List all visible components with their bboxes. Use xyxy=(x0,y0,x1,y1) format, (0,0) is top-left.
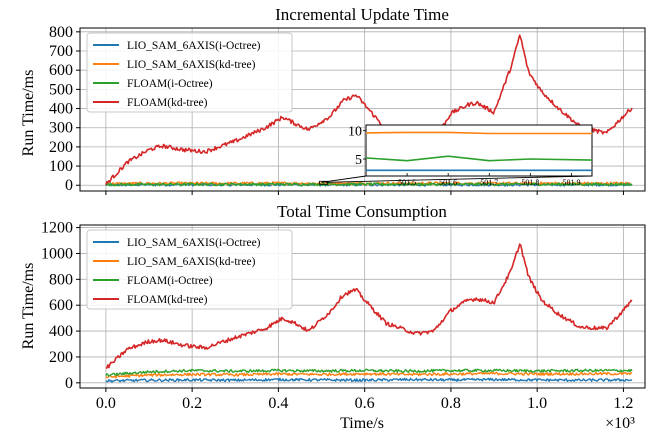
top-series-floam-kd-tree xyxy=(105,34,633,185)
inset-series-floam-i-octree xyxy=(365,155,593,162)
bottom-legend-label: LIO_SAM_6AXIS(i-Octree) xyxy=(127,237,261,249)
bottom-x-tick-label: 1.0 xyxy=(527,395,547,412)
bottom-y-tick-label: 1000 xyxy=(41,245,73,262)
bottom-legend-box xyxy=(86,229,293,310)
top-y-tick-label: 700 xyxy=(49,43,73,60)
bottom-x-tick-label: 0.8 xyxy=(441,395,461,412)
top-series-group xyxy=(105,34,633,187)
zoom-region-marker xyxy=(319,180,328,185)
top-legend-label: LIO_SAM_6AXIS(kd-tree) xyxy=(127,59,256,71)
bottom-series-floam-i-octree xyxy=(105,368,633,377)
top-panel: Incremental Update Time Run Time/ms 0 100… xyxy=(20,5,646,195)
inset-x-tick-label: 501.5 xyxy=(398,178,416,187)
top-legend-label: FLOAM(kd-tree) xyxy=(127,97,208,109)
top-y-tick-label: 400 xyxy=(49,101,73,118)
bottom-x-tick-label: 1.2 xyxy=(613,395,633,412)
bottom-panel: Total Time Consumption Run Time/ms Time/… xyxy=(20,202,646,432)
inset-y-tick-label: 5 xyxy=(355,153,362,168)
x-axis-label: Time/s xyxy=(340,415,384,432)
bottom-y-tick-label: 1200 xyxy=(41,220,73,237)
top-plot-frame xyxy=(79,27,646,192)
top-legend-box xyxy=(86,32,293,113)
inset-series-lio-sam-6axis-kd-tree xyxy=(365,131,592,135)
bottom-chart-title: Total Time Consumption xyxy=(277,202,447,221)
bottom-legend: LIO_SAM_6AXIS(i-Octree) LIO_SAM_6AXIS(kd-… xyxy=(86,229,293,310)
top-y-tick-label: 0 xyxy=(65,177,73,194)
top-y-tick-label: 100 xyxy=(49,158,73,175)
bottom-y-tick-label: 0 xyxy=(65,375,73,392)
top-ticks: 0 100 200 300 400 500 600 700 800 xyxy=(49,24,624,195)
bottom-x-tick-label: 0.6 xyxy=(355,395,375,412)
inset-y-tick-label: 10 xyxy=(348,125,362,140)
bottom-y-tick-label: 800 xyxy=(49,271,73,288)
top-legend-label: LIO_SAM_6AXIS(i-Octree) xyxy=(127,40,261,52)
bottom-plot-frame xyxy=(79,224,646,389)
top-legend: LIO_SAM_6AXIS(i-Octree) LIO_SAM_6AXIS(kd-… xyxy=(86,32,293,113)
bottom-y-tick-label: 600 xyxy=(49,297,73,314)
bottom-y-tick-label: 400 xyxy=(49,323,73,340)
bottom-legend-label: FLOAM(kd-tree) xyxy=(127,294,208,306)
inset-x-tick-label: 501.8 xyxy=(521,178,539,187)
bottom-ticks: 0.0 0.2 0.4 0.6 0.8 1.0 1.2 0 200 400 600 800 1000 12… xyxy=(41,220,633,412)
top-y-axis-label: Run Time/ms xyxy=(20,70,37,157)
inset-connector-line xyxy=(325,175,593,183)
top-series-floam-i-octree xyxy=(105,182,633,187)
bottom-legend-label: LIO_SAM_6AXIS(kd-tree) xyxy=(127,256,256,268)
bottom-legend-label: FLOAM(i-Octree) xyxy=(127,275,213,287)
bottom-series-lio-sam-6axis-i-octree xyxy=(105,377,633,383)
top-legend-label: FLOAM(i-Octree) xyxy=(127,78,213,90)
top-chart-title: Incremental Update Time xyxy=(275,5,449,24)
top-y-tick-label: 300 xyxy=(49,120,73,137)
inset-x-tick-label: 501.9 xyxy=(562,178,580,187)
bottom-y-tick-label: 200 xyxy=(49,349,73,366)
inset-x-tick-label: 501.7 xyxy=(480,178,498,187)
top-y-tick-label: 500 xyxy=(49,81,73,98)
inset-connector-line xyxy=(321,175,367,183)
bottom-x-tick-label: 0.4 xyxy=(268,395,288,412)
inset-x-tick-label: 501.6 xyxy=(439,178,457,187)
top-y-tick-label: 200 xyxy=(49,139,73,156)
bottom-series-floam-kd-tree xyxy=(105,243,633,369)
top-y-tick-label: 600 xyxy=(49,62,73,79)
bottom-x-tick-label: 0.2 xyxy=(182,395,202,412)
bottom-series-group xyxy=(105,243,633,383)
x-axis-scale-label: ×10³ xyxy=(605,415,635,432)
zoom-inset: 501.5 501.6 501.7 501.8 501.9 5 10 xyxy=(319,124,593,187)
bottom-x-tick-label: 0.0 xyxy=(96,395,116,412)
top-y-tick-label: 800 xyxy=(49,24,73,41)
bottom-y-axis-label: Run Time/ms xyxy=(20,263,37,350)
bottom-series-lio-sam-6axis-kd-tree xyxy=(105,371,633,379)
